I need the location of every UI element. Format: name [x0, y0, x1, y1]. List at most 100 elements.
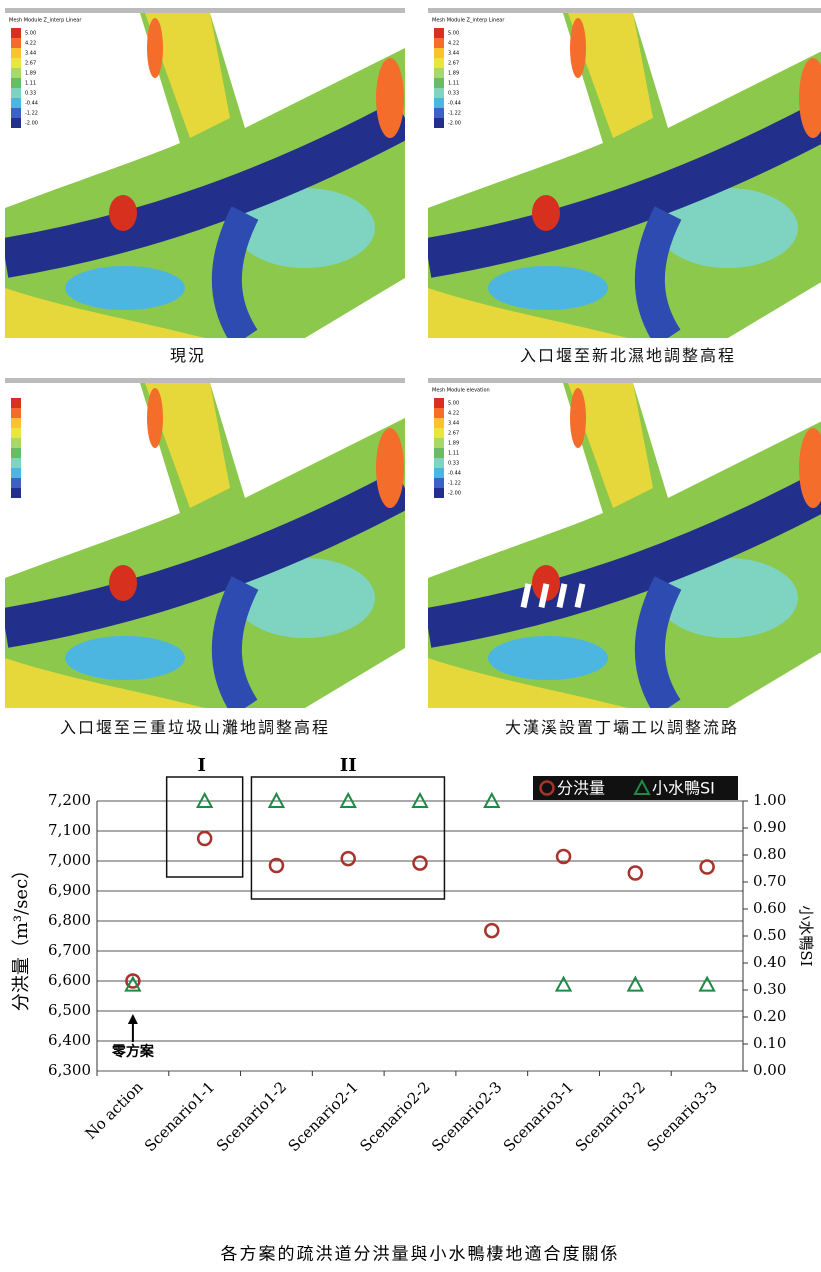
legend-swatch [11, 438, 21, 448]
data-point [629, 867, 642, 880]
high-ground [532, 195, 560, 231]
legend-label: 小水鴨SI [652, 779, 715, 798]
legend-label: 1.11 [448, 81, 459, 87]
map: Mesh Module Z_interp Linear5.004.223.442… [5, 8, 405, 338]
legend-swatch [11, 398, 21, 408]
y2-tick-label: 0.90 [753, 818, 786, 836]
legend-label: 0.33 [25, 91, 36, 97]
legend-swatch [434, 448, 444, 458]
legend-label: 3.44 [448, 51, 459, 57]
annotation: I [197, 755, 205, 776]
legend-label: 4.22 [25, 41, 36, 47]
x-tick-label: Scenario1-1 [141, 1078, 218, 1155]
y2-tick-label: 0.50 [753, 926, 786, 944]
legend-swatch [11, 108, 21, 118]
legend-label: 3.44 [448, 421, 459, 427]
legend-swatch [11, 118, 21, 128]
x-tick-label: Scenario1-2 [213, 1078, 290, 1155]
legend-label: 2.67 [25, 61, 36, 67]
y-tick-label: 6,700 [48, 941, 91, 959]
high-ground [109, 195, 137, 231]
high-ground [109, 565, 137, 601]
high-ground [147, 18, 163, 78]
arrow-head [128, 1014, 138, 1024]
annotation: 零方案 [111, 1043, 155, 1060]
legend-swatch [434, 78, 444, 88]
high-ground [570, 18, 586, 78]
chart-title: 各方案的疏洪道分洪量與小水鴨棲地適合度關係 [221, 1245, 620, 1265]
caption: 大漢溪設置丁壩工以調整流路 [505, 714, 739, 738]
map [5, 378, 405, 708]
legend-label: -0.44 [448, 101, 461, 107]
legend-label: 2.67 [448, 431, 459, 437]
legend-swatch [11, 58, 21, 68]
legend-label: 0.33 [448, 461, 459, 467]
y-tick-label: 6,800 [48, 911, 91, 929]
map-frame-top [5, 378, 405, 383]
legend-title: Mesh Module Z_interp Linear [432, 18, 505, 24]
legend-label: 5.00 [448, 31, 459, 37]
data-point [628, 978, 642, 991]
legend-swatch [434, 38, 444, 48]
legend-label: -2.00 [448, 491, 461, 497]
high-ground [376, 428, 404, 508]
y-tick-label: 6,600 [48, 971, 91, 989]
high-ground [147, 388, 163, 448]
legend-swatch [11, 408, 21, 418]
shoal [65, 266, 185, 310]
legend-swatch [11, 48, 21, 58]
y-tick-label: 6,900 [48, 881, 91, 899]
x-tick-label: No action [82, 1078, 147, 1143]
legend-label: -2.00 [448, 121, 461, 127]
y-tick-label: 7,200 [48, 791, 91, 809]
legend-swatch [11, 68, 21, 78]
map-frame-top [5, 8, 405, 13]
legend-label: 3.44 [25, 51, 36, 57]
shoal [488, 636, 608, 680]
legend-label: 2.67 [448, 61, 459, 67]
y2-tick-label: 0.80 [753, 845, 786, 863]
legend-swatch [11, 458, 21, 468]
map-frame-top [428, 8, 821, 13]
y-tick-label: 6,400 [48, 1031, 91, 1049]
legend-swatch [434, 58, 444, 68]
y2-tick-label: 0.60 [753, 899, 786, 917]
map: Mesh Module Z_interp Linear5.004.223.442… [428, 8, 821, 338]
legend-swatch [11, 28, 21, 38]
y2-tick-label: 0.00 [753, 1061, 786, 1079]
legend-swatch [434, 428, 444, 438]
legend-label: -0.44 [25, 101, 38, 107]
x-tick-label: Scenario2-3 [428, 1078, 505, 1155]
legend-label: -2.00 [25, 121, 38, 127]
legend-swatch [11, 98, 21, 108]
caption: 入口堰至三重垃圾山灘地調整高程 [60, 714, 330, 738]
caption: 現況 [170, 342, 206, 366]
legend-swatch [11, 418, 21, 428]
legend-swatch [434, 418, 444, 428]
page: Mesh Module Z_interp Linear 5.00 4.22 3.44 2… [0, 0, 821, 1272]
data-point [700, 978, 714, 991]
shoal [65, 636, 185, 680]
map: Mesh Module elevation5.004.223.442.671.8… [428, 378, 821, 708]
legend-swatch [11, 88, 21, 98]
legend-swatch [434, 438, 444, 448]
data-point [414, 857, 427, 870]
data-point [198, 832, 211, 845]
legend-swatch [434, 48, 444, 58]
legend-label: 分洪量 [557, 779, 605, 798]
legend-label: -1.22 [448, 111, 461, 117]
y2-tick-label: 0.40 [753, 953, 786, 971]
legend-swatch [434, 398, 444, 408]
y-tick-label: 7,100 [48, 821, 91, 839]
legend-swatch [434, 488, 444, 498]
x-tick-label: Scenario2-1 [285, 1078, 362, 1155]
legend-title: Mesh Module Z_interp Linear [9, 18, 82, 24]
caption: 入口堰至新北濕地調整高程 [520, 342, 736, 366]
legend-swatch [434, 98, 444, 108]
map-frame-top [428, 378, 821, 383]
legend-label: -1.22 [25, 111, 38, 117]
annotation: II [340, 755, 357, 776]
legend-swatch [11, 428, 21, 438]
legend-swatch [434, 478, 444, 488]
y2-tick-label: 0.70 [753, 872, 786, 890]
